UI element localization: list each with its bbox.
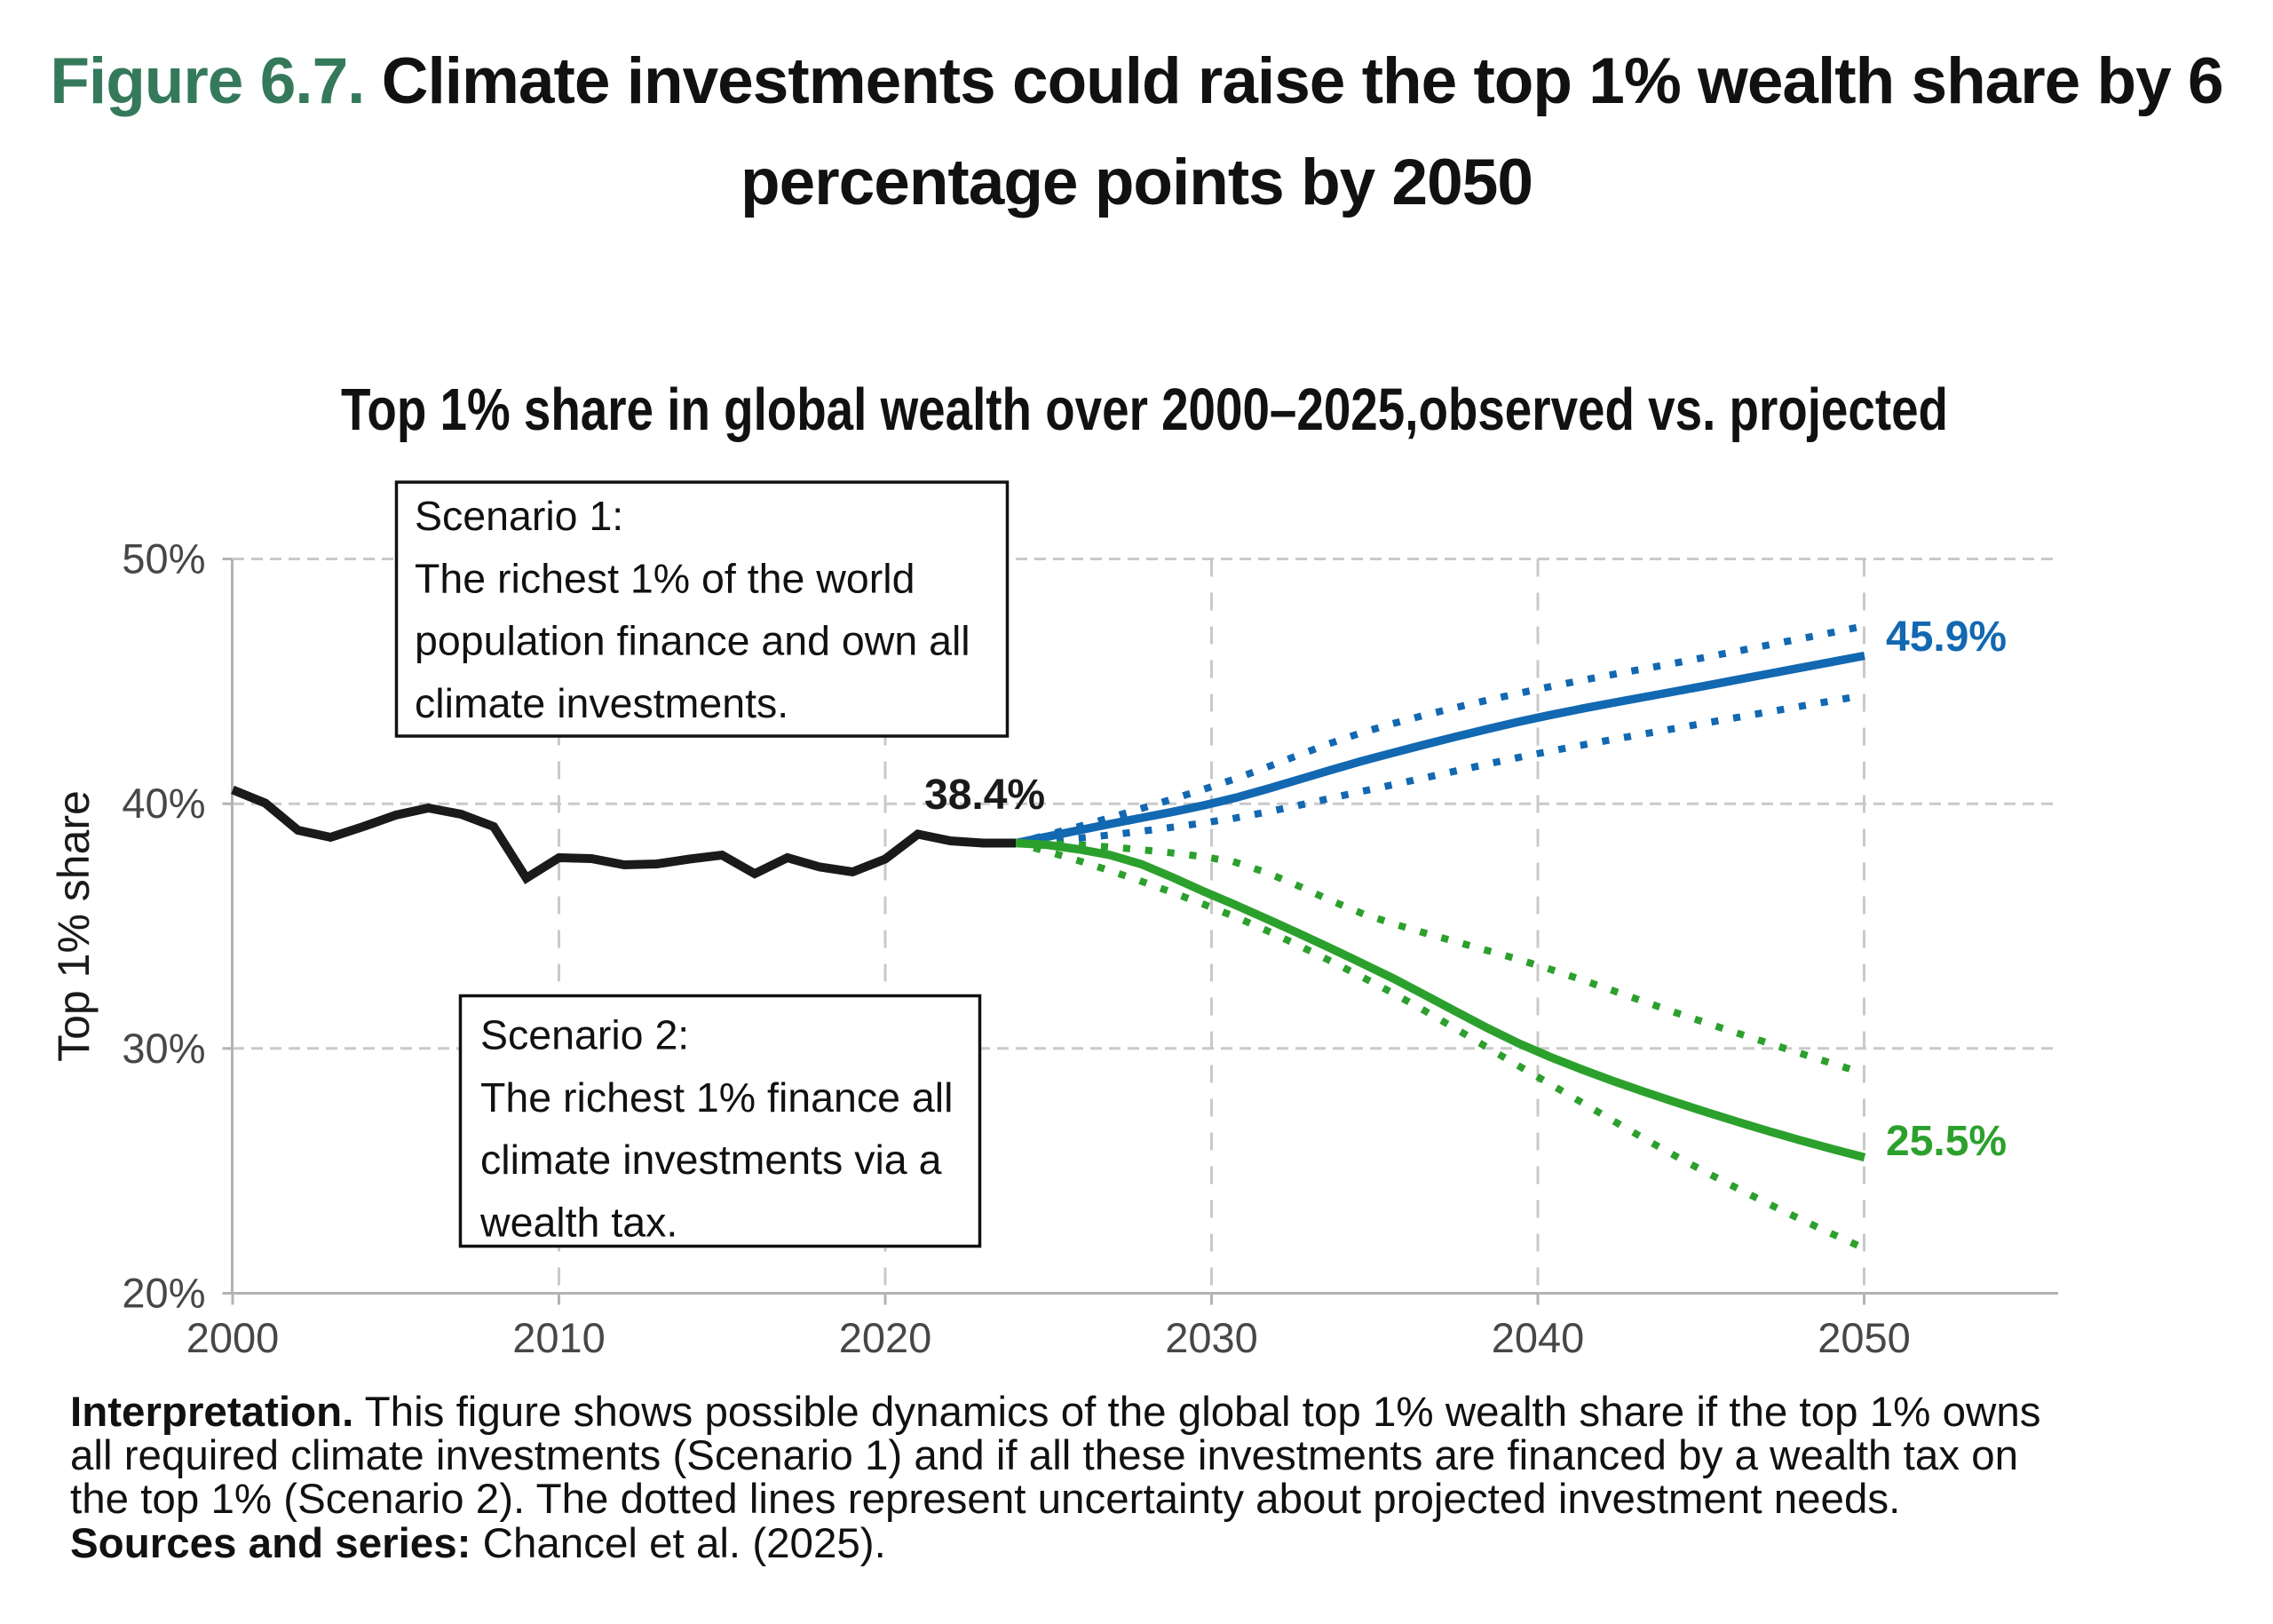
svg-text:2030: 2030: [1165, 1314, 1258, 1361]
svg-text:2050: 2050: [1818, 1314, 1911, 1361]
svg-text:Top 1% share in global wealth: Top 1% share in global wealth over 2000–…: [341, 376, 1948, 443]
svg-text:climate investments via a: climate investments via a: [480, 1137, 942, 1183]
svg-text:The richest 1% of the world: The richest 1% of the world: [415, 555, 915, 601]
svg-text:Scenario 1:: Scenario 1:: [415, 493, 623, 539]
svg-text:climate investments.: climate investments.: [415, 680, 788, 726]
svg-text:38.4%: 38.4%: [924, 772, 1045, 819]
svg-text:30%: 30%: [122, 1025, 205, 1072]
svg-text:population finance and own all: population finance and own all: [415, 618, 970, 664]
svg-text:2010: 2010: [512, 1314, 606, 1361]
svg-text:2040: 2040: [1492, 1314, 1585, 1361]
svg-text:wealth tax.: wealth tax.: [479, 1199, 677, 1245]
svg-text:20%: 20%: [122, 1270, 205, 1317]
svg-text:The richest 1% finance all: The richest 1% finance all: [480, 1074, 953, 1121]
svg-text:2020: 2020: [839, 1314, 932, 1361]
svg-text:40%: 40%: [122, 780, 205, 827]
svg-text:25.5%: 25.5%: [1886, 1118, 2007, 1165]
svg-text:50%: 50%: [122, 535, 205, 582]
svg-text:2000: 2000: [186, 1314, 280, 1361]
svg-text:Top 1% share: Top 1% share: [49, 790, 99, 1062]
svg-text:45.9%: 45.9%: [1886, 614, 2007, 661]
svg-text:Scenario 2:: Scenario 2:: [480, 1012, 689, 1058]
